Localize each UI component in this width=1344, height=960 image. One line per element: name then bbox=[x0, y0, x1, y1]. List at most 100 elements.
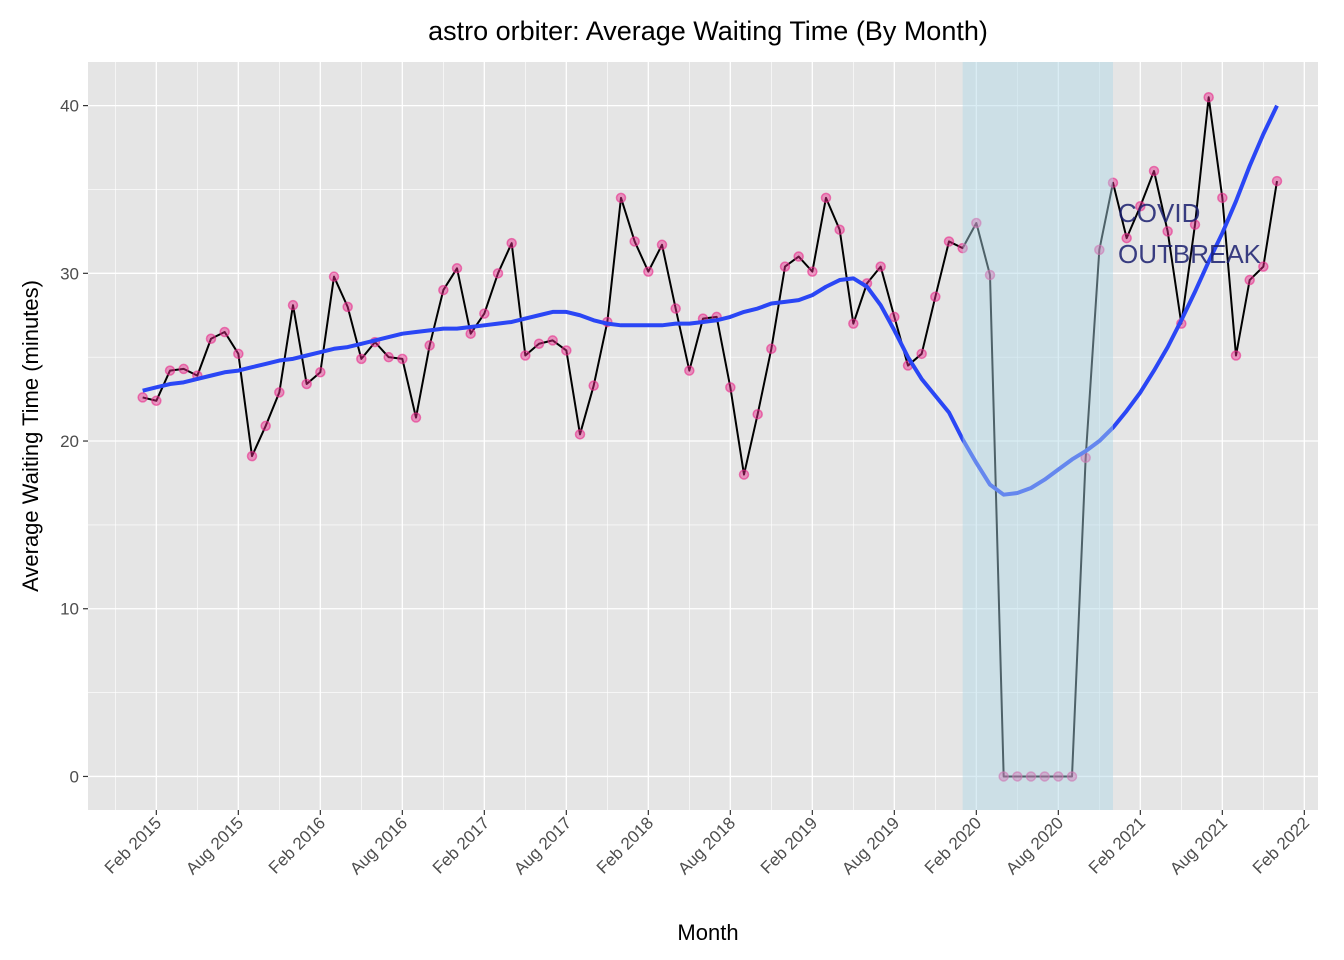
data-point bbox=[1271, 175, 1283, 187]
data-point bbox=[779, 261, 791, 272]
data-point bbox=[738, 469, 750, 480]
annotation: OUTBREAK bbox=[1118, 239, 1262, 269]
data-point bbox=[151, 395, 162, 407]
data-point bbox=[971, 217, 982, 229]
data-point bbox=[1162, 226, 1173, 237]
data-point bbox=[301, 378, 312, 390]
y-tick-label: 0 bbox=[70, 767, 79, 786]
trend-line bbox=[142, 104, 1279, 497]
y-tick-label: 20 bbox=[60, 432, 79, 451]
data-point bbox=[807, 266, 818, 277]
data-point bbox=[943, 236, 955, 247]
data-point bbox=[793, 251, 804, 262]
data-point bbox=[998, 771, 1009, 782]
data-point bbox=[506, 237, 517, 249]
y-tick-label: 30 bbox=[60, 264, 79, 283]
data-point bbox=[1107, 177, 1119, 189]
data-point bbox=[315, 367, 326, 378]
data-point bbox=[670, 303, 681, 314]
data-point bbox=[984, 269, 996, 281]
plot-background bbox=[88, 62, 1318, 810]
x-tick-label: Feb 2022 bbox=[1249, 813, 1313, 877]
data-point bbox=[916, 348, 927, 360]
data-point bbox=[356, 353, 367, 365]
y-tick-label: 40 bbox=[60, 97, 79, 116]
data-point bbox=[287, 299, 299, 311]
data-point bbox=[260, 420, 271, 432]
data-point bbox=[957, 242, 968, 254]
data-point bbox=[1135, 200, 1146, 212]
x-axis-label: Month bbox=[677, 920, 738, 945]
x-tick-label: Feb 2017 bbox=[429, 813, 493, 877]
chart-title: astro orbiter: Average Waiting Time (By … bbox=[428, 16, 988, 46]
data-point bbox=[383, 351, 394, 363]
data-point bbox=[479, 308, 490, 319]
x-tick-label: Aug 2016 bbox=[346, 813, 411, 878]
data-point bbox=[438, 284, 449, 296]
data-point bbox=[1039, 771, 1050, 782]
x-tick-label: Aug 2021 bbox=[1166, 813, 1231, 878]
data-point bbox=[656, 239, 668, 251]
data-point bbox=[205, 333, 217, 344]
data-point bbox=[178, 363, 189, 375]
x-tick-label: Feb 2015 bbox=[101, 813, 165, 877]
x-tick-label: Feb 2019 bbox=[757, 813, 821, 877]
data-point bbox=[684, 365, 695, 376]
x-tick-label: Aug 2018 bbox=[674, 813, 739, 878]
x-tick-label: Aug 2017 bbox=[510, 813, 575, 878]
x-tick-label: Feb 2020 bbox=[921, 813, 985, 877]
data-line bbox=[142, 96, 1278, 778]
highlight-region bbox=[962, 62, 1113, 810]
data-point bbox=[889, 311, 900, 323]
data-point bbox=[547, 335, 558, 346]
data-point bbox=[820, 192, 832, 204]
x-tick-label: Aug 2019 bbox=[838, 813, 903, 878]
data-point bbox=[451, 263, 463, 274]
data-point bbox=[274, 387, 285, 398]
data-point bbox=[766, 343, 777, 355]
data-point bbox=[1066, 771, 1078, 782]
data-point bbox=[561, 345, 572, 356]
data-point bbox=[410, 412, 422, 423]
annotation: COVID bbox=[1118, 198, 1200, 228]
data-point bbox=[342, 301, 353, 313]
x-tick-label: Aug 2015 bbox=[182, 813, 247, 878]
data-point bbox=[1121, 232, 1132, 244]
x-tick-label: Feb 2021 bbox=[1085, 813, 1149, 877]
data-point bbox=[164, 365, 176, 376]
data-point bbox=[1012, 771, 1023, 782]
data-point bbox=[875, 261, 886, 272]
x-tick-label: Feb 2016 bbox=[265, 813, 329, 877]
y-tick-label: 10 bbox=[60, 600, 79, 619]
data-point bbox=[1203, 91, 1214, 103]
data-point bbox=[1230, 350, 1242, 361]
data-point bbox=[465, 328, 476, 339]
data-point bbox=[424, 340, 435, 351]
data-point bbox=[1094, 244, 1105, 256]
data-point bbox=[1244, 274, 1255, 286]
x-tick-label: Aug 2020 bbox=[1002, 813, 1067, 878]
data-point bbox=[615, 192, 627, 204]
data-point bbox=[834, 224, 845, 235]
data-point bbox=[1217, 192, 1228, 204]
x-tick-label: Feb 2018 bbox=[593, 813, 657, 877]
y-axis-label: Average Waiting Time (minutes) bbox=[18, 280, 43, 592]
data-point bbox=[848, 318, 859, 329]
data-point bbox=[574, 429, 586, 440]
data-point bbox=[643, 266, 654, 277]
data-point bbox=[752, 408, 763, 420]
data-point bbox=[137, 392, 148, 403]
data-point bbox=[629, 236, 640, 247]
data-point bbox=[588, 380, 599, 391]
data-point bbox=[1189, 219, 1201, 230]
data-point bbox=[1025, 771, 1037, 782]
data-point bbox=[725, 382, 736, 393]
data-point bbox=[1053, 771, 1064, 782]
data-point bbox=[492, 268, 504, 279]
data-point bbox=[930, 291, 941, 303]
data-point bbox=[397, 353, 408, 365]
data-point bbox=[1148, 165, 1160, 177]
data-point bbox=[533, 338, 545, 350]
data-point bbox=[328, 271, 340, 282]
